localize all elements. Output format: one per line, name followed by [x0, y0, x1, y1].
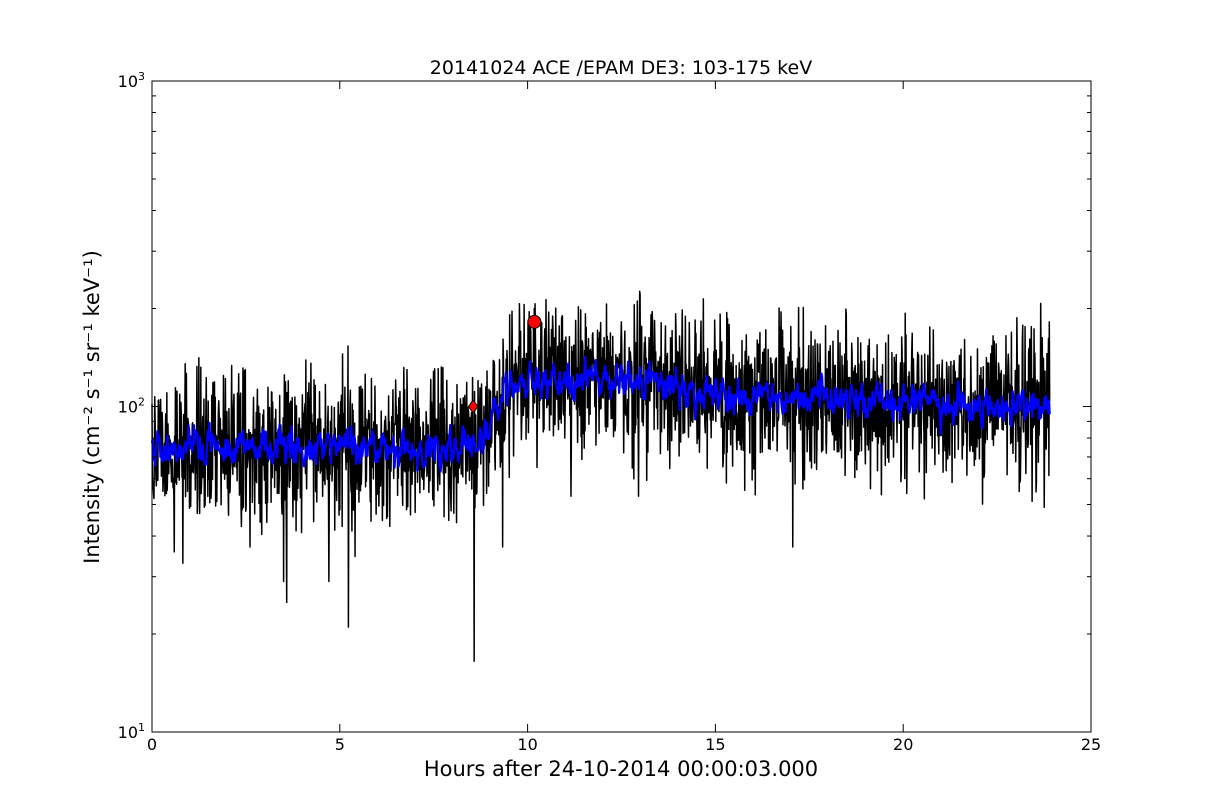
x-tick-label: 25: [1081, 735, 1101, 754]
y-axis-label: Intensity (cm⁻² s⁻¹ sr⁻¹ keV⁻¹): [80, 250, 104, 564]
data-layer: [150, 290, 1051, 662]
axis-ticks: 0 5 10 15 20 25 101 102 103: [118, 70, 1102, 754]
y-tick-label: 101: [118, 721, 145, 742]
x-tick-label: 5: [335, 735, 345, 754]
x-tick-label: 20: [893, 735, 913, 754]
x-tick-label: 10: [517, 735, 537, 754]
raw-intensity-line: [151, 290, 1051, 662]
x-axis-label: Hours after 24-10-2014 00:00:03.000: [424, 757, 818, 781]
onset-marker: [467, 399, 479, 414]
smoothed-intensity-line: [150, 355, 1051, 473]
x-tick-label: 0: [147, 735, 157, 754]
x-tick-label: 15: [705, 735, 725, 754]
y-tick-label: 103: [118, 70, 145, 91]
chart-title: 20141024 ACE /EPAM DE3: 103-175 keV: [430, 57, 812, 79]
peak-marker: [527, 314, 542, 329]
y-tick-label: 102: [118, 396, 145, 417]
